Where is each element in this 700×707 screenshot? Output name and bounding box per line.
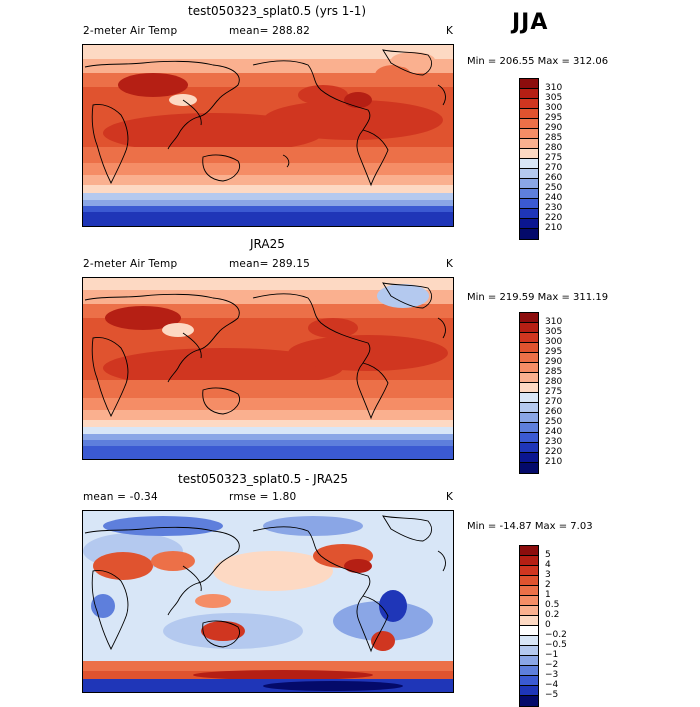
colorbar-tick: −0.2 bbox=[545, 630, 567, 640]
colorbar-tick: −0.5 bbox=[545, 640, 567, 650]
panel-3-map bbox=[82, 510, 454, 693]
colorbar-tick: 220 bbox=[545, 213, 563, 223]
colorbar-tick: −3 bbox=[545, 670, 559, 680]
panel-3-minmax-label: Min = -14.87 Max = 7.03 bbox=[467, 521, 593, 532]
colorbar-tick: −2 bbox=[545, 660, 559, 670]
colorbar-tick: 285 bbox=[545, 133, 563, 143]
panel-2-variable-label: 2-meter Air Temp bbox=[83, 258, 178, 270]
colorbar-tick: 210 bbox=[545, 457, 563, 467]
panel-1-colorbar bbox=[519, 78, 539, 240]
colorbar-tick: 210 bbox=[545, 223, 563, 233]
season-label: JJA bbox=[512, 10, 549, 35]
colorbar-tick: 230 bbox=[545, 203, 563, 213]
colorbar-tick: 305 bbox=[545, 93, 563, 103]
colorbar-tick: 220 bbox=[545, 447, 563, 457]
colorbar-tick: 290 bbox=[545, 357, 563, 367]
colorbar-tick: 260 bbox=[545, 173, 563, 183]
panel-3-unit-label: K bbox=[446, 491, 454, 503]
panel-3-difference-field bbox=[83, 511, 453, 692]
panel-2-title: JRA25 bbox=[250, 237, 285, 251]
panel-2-mean-label: mean= 289.15 bbox=[229, 258, 311, 270]
colorbar-tick: 280 bbox=[545, 377, 563, 387]
panel-2-unit-label: K bbox=[446, 258, 454, 270]
colorbar-tick: 290 bbox=[545, 123, 563, 133]
colorbar-tick: 240 bbox=[545, 193, 563, 203]
panel-1-colorbar-ticks: 310 305 300 295 290 285 280 275 270 260 … bbox=[545, 83, 562, 233]
panel-1-temperature-field bbox=[83, 45, 453, 226]
panel-1-variable-label: 2-meter Air Temp bbox=[83, 25, 178, 37]
colorbar-tick: 0.5 bbox=[545, 600, 560, 610]
colorbar-tick: 240 bbox=[545, 427, 563, 437]
colorbar-tick: 0.2 bbox=[545, 610, 560, 620]
colorbar-tick: 285 bbox=[545, 367, 563, 377]
colorbar-tick: 2 bbox=[545, 580, 551, 590]
panel-3-rmse-label: rmse = 1.80 bbox=[229, 491, 297, 503]
panel-1-minmax-label: Min = 206.55 Max = 312.06 bbox=[467, 56, 609, 67]
colorbar-tick: 275 bbox=[545, 387, 563, 397]
colorbar-tick: 275 bbox=[545, 153, 563, 163]
panel-3-colorbar bbox=[519, 545, 539, 707]
panel-2-colorbar bbox=[519, 312, 539, 474]
colorbar-tick: 250 bbox=[545, 417, 563, 427]
colorbar-tick: 295 bbox=[545, 347, 563, 357]
panel-2-temperature-field bbox=[83, 278, 453, 459]
panel-2-colorbar-ticks: 310 305 300 295 290 285 280 275 270 260 … bbox=[545, 317, 562, 467]
panel-1-unit-label: K bbox=[446, 25, 454, 37]
colorbar-tick: 250 bbox=[545, 183, 563, 193]
colorbar-tick: 260 bbox=[545, 407, 563, 417]
colorbar-tick: 5 bbox=[545, 550, 551, 560]
colorbar-tick: 230 bbox=[545, 437, 563, 447]
panel-1-map bbox=[82, 44, 454, 227]
colorbar-tick: 0 bbox=[545, 620, 551, 630]
colorbar-tick: 305 bbox=[545, 327, 563, 337]
colorbar-tick: 310 bbox=[545, 83, 563, 93]
colorbar-tick: 270 bbox=[545, 163, 563, 173]
panel-1-mean-label: mean= 288.82 bbox=[229, 25, 311, 37]
colorbar-tick: 300 bbox=[545, 337, 563, 347]
colorbar-tick: 280 bbox=[545, 143, 563, 153]
panel-3-colorbar-ticks: 5 4 3 2 1 0.5 0.2 0 −0.2 −0.5 −1 −2 −3 −… bbox=[545, 550, 567, 700]
panel-3-mean-label: mean = -0.34 bbox=[83, 491, 158, 503]
panel-2-minmax-label: Min = 219.59 Max = 311.19 bbox=[467, 292, 609, 303]
panel-2-map bbox=[82, 277, 454, 460]
colorbar-tick: 270 bbox=[545, 397, 563, 407]
colorbar-tick: 1 bbox=[545, 590, 551, 600]
colorbar-tick: −1 bbox=[545, 650, 559, 660]
colorbar-tick: 295 bbox=[545, 113, 563, 123]
colorbar-tick: 4 bbox=[545, 560, 551, 570]
colorbar-tick: 310 bbox=[545, 317, 563, 327]
colorbar-tick: 300 bbox=[545, 103, 563, 113]
colorbar-tick: −5 bbox=[545, 690, 559, 700]
panel-1-title: test050323_splat0.5 (yrs 1-1) bbox=[188, 4, 367, 18]
colorbar-tick: −4 bbox=[545, 680, 559, 690]
panel-3-title: test050323_splat0.5 - JRA25 bbox=[178, 472, 349, 486]
colorbar-tick: 3 bbox=[545, 570, 551, 580]
